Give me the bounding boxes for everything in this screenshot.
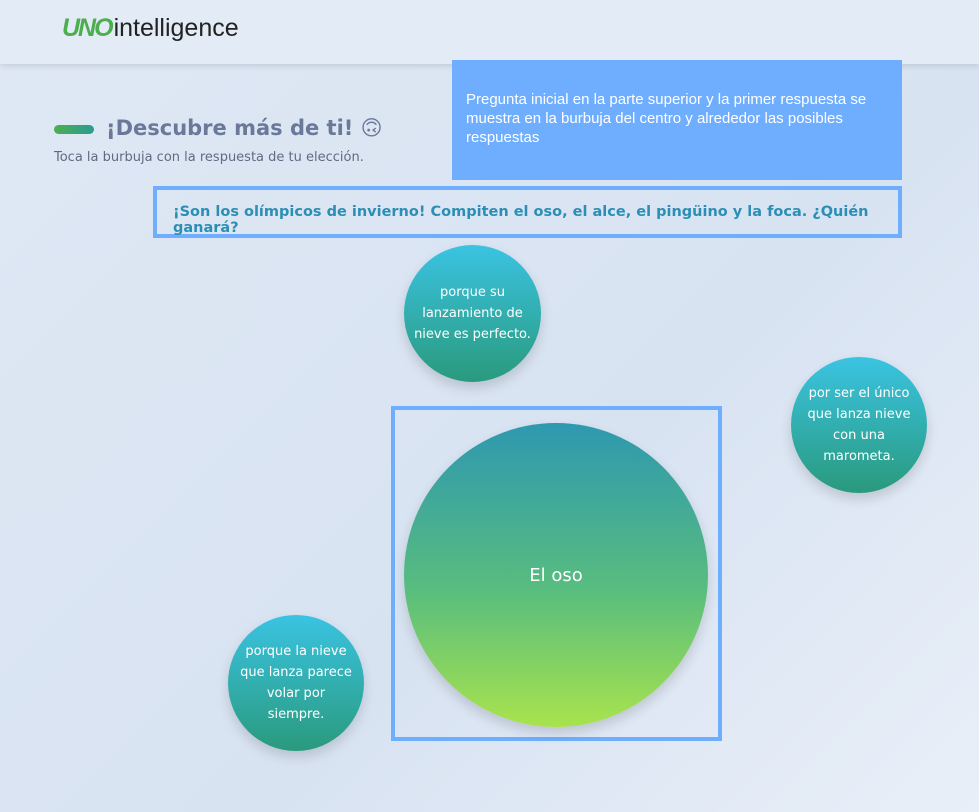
- header: UNO intelligence: [0, 0, 979, 64]
- page-title: ¡Descubre más de ti! 🙃: [106, 116, 383, 140]
- accent-bar: [54, 125, 94, 134]
- answer-bubble[interactable]: por ser el único que lanza nieve con una…: [791, 357, 927, 493]
- main-answer-bubble[interactable]: El oso: [404, 423, 708, 727]
- logo-text: intelligence: [113, 14, 239, 42]
- question-box: ¡Son los olímpicos de invierno! Compiten…: [153, 186, 902, 238]
- selection-outline: [391, 406, 722, 741]
- page-subtitle: Toca la burbuja con la respuesta de tu e…: [54, 150, 364, 165]
- answer-bubble[interactable]: porque la nieve que lanza parece volar p…: [228, 615, 364, 751]
- annotation-note: Pregunta inicial en la parte superior y …: [452, 60, 902, 180]
- logo-mark: UNO: [62, 14, 114, 42]
- answer-bubble[interactable]: porque su lanzamiento de nieve es perfec…: [404, 245, 541, 382]
- logo[interactable]: UNO intelligence: [62, 14, 239, 43]
